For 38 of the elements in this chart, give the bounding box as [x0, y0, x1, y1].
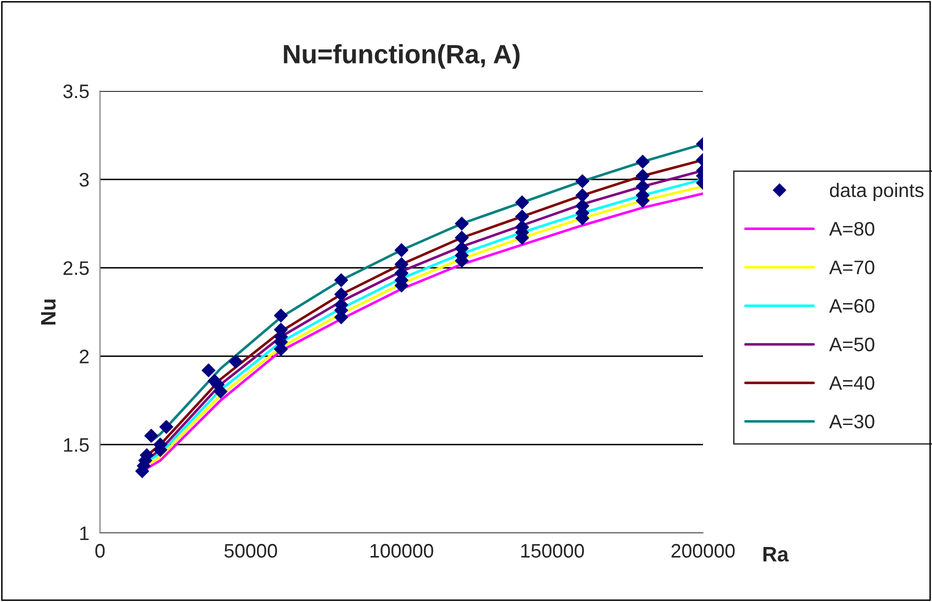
y-tick-label: 1.5 — [64, 438, 89, 452]
x-tick-label: 200000 — [672, 544, 735, 558]
legend-label: A=40 — [829, 376, 874, 390]
point — [636, 168, 650, 183]
x-tick-label: 150000 — [521, 544, 584, 558]
legend-label: A=80 — [829, 222, 874, 236]
point — [454, 230, 469, 245]
x-tick-label: 50000 — [224, 544, 278, 558]
y-tick-label: 1 — [80, 526, 89, 540]
y-axis-title: Nu — [41, 299, 56, 324]
point — [159, 420, 174, 434]
point — [394, 243, 408, 258]
point — [228, 354, 243, 368]
point — [636, 154, 650, 169]
x-tick-label: 100000 — [370, 544, 434, 558]
legend-label: A=60 — [829, 299, 874, 313]
point — [575, 174, 590, 188]
point — [202, 363, 216, 378]
legend-label: data points — [830, 182, 924, 202]
x-tick-label: 0 — [95, 544, 105, 558]
point — [334, 273, 348, 288]
y-tick-label: 3 — [80, 172, 89, 187]
legend-label: A=30 — [829, 414, 874, 428]
y-tick-label: 2.5 — [64, 261, 89, 276]
legend-label: A=50 — [829, 338, 874, 352]
point — [274, 308, 288, 322]
point — [515, 210, 530, 224]
x-axis-title: Ra — [763, 547, 789, 562]
point — [575, 188, 590, 202]
y-tick-label: 3.5 — [63, 84, 89, 98]
point — [214, 384, 228, 398]
chart-title: Nu=function(Ra, A) — [284, 44, 520, 69]
point — [515, 195, 530, 210]
point — [334, 287, 348, 302]
point — [144, 428, 158, 443]
y-tick-label: 2 — [80, 350, 89, 364]
point — [454, 216, 469, 231]
legend-label: A=70 — [829, 260, 874, 274]
